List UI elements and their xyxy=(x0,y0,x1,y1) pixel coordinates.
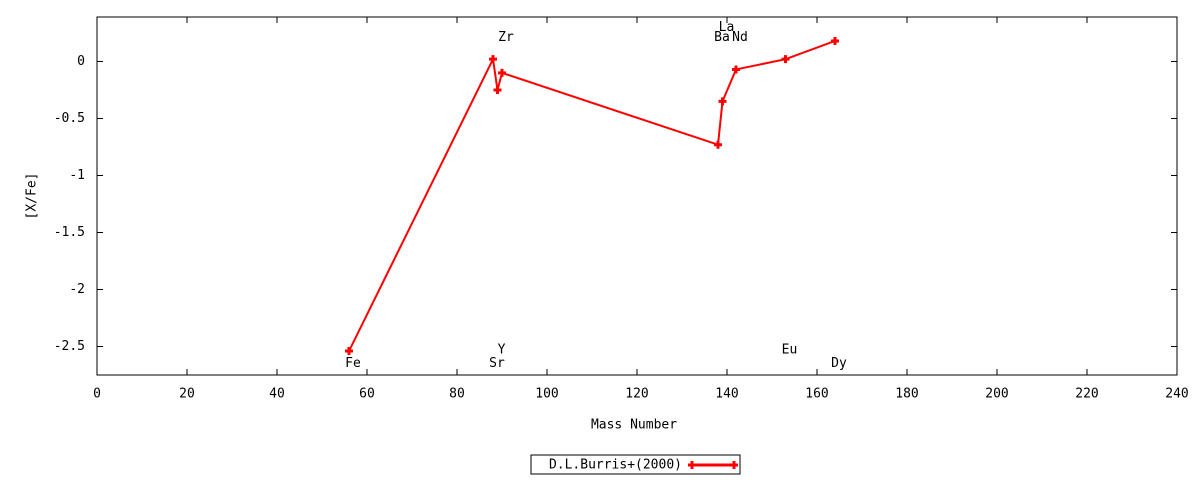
annotation: Dy xyxy=(831,356,847,371)
x-tick-label: 60 xyxy=(359,387,375,402)
point xyxy=(493,85,502,94)
x-tick-label: 120 xyxy=(625,387,648,402)
plot-frame xyxy=(96,16,1178,376)
point xyxy=(781,55,790,64)
annotation: La xyxy=(719,20,735,35)
point xyxy=(688,461,696,469)
point xyxy=(730,461,738,469)
y-axis-label: [X/Fe] xyxy=(25,173,40,220)
y-tick-label: -1.5 xyxy=(54,225,85,240)
legend-box xyxy=(530,454,741,475)
x-tick-label: 40 xyxy=(269,387,285,402)
series-line xyxy=(348,40,836,352)
x-tick-label: 220 xyxy=(1075,387,1098,402)
annotation: Eu xyxy=(782,342,798,357)
point xyxy=(345,347,353,356)
x-tick-label: 100 xyxy=(535,387,558,402)
annotation: Nd xyxy=(732,30,748,45)
point xyxy=(714,140,722,149)
x-tick-label: 80 xyxy=(449,387,465,402)
annotation: Zr xyxy=(498,30,514,45)
y-tick-label: -2 xyxy=(69,282,85,297)
point xyxy=(718,97,727,106)
legend-label: D.L.Burris+(2000) xyxy=(549,458,682,473)
x-tick-label: 0 xyxy=(93,387,101,402)
y-tick-label: -1 xyxy=(69,168,85,183)
point xyxy=(498,68,506,77)
x-tick-label: 180 xyxy=(895,387,918,402)
annotation: Y xyxy=(498,342,506,357)
y-tick-label: 0 xyxy=(77,54,85,69)
x-tick-label: 240 xyxy=(1165,387,1188,402)
annotation: Fe xyxy=(345,356,361,371)
annotation: Ba xyxy=(714,30,730,45)
point xyxy=(831,36,839,45)
point xyxy=(489,55,497,64)
x-tick-label: 200 xyxy=(985,387,1008,402)
x-axis-label: Mass Number xyxy=(591,418,677,433)
point xyxy=(732,65,740,74)
x-tick-label: 140 xyxy=(715,387,738,402)
y-tick-label: -2.5 xyxy=(54,339,85,354)
y-tick-label: -0.5 xyxy=(54,111,85,126)
x-tick-label: 160 xyxy=(805,387,828,402)
x-tick-label: 20 xyxy=(179,387,195,402)
annotation: Sr xyxy=(489,356,505,371)
